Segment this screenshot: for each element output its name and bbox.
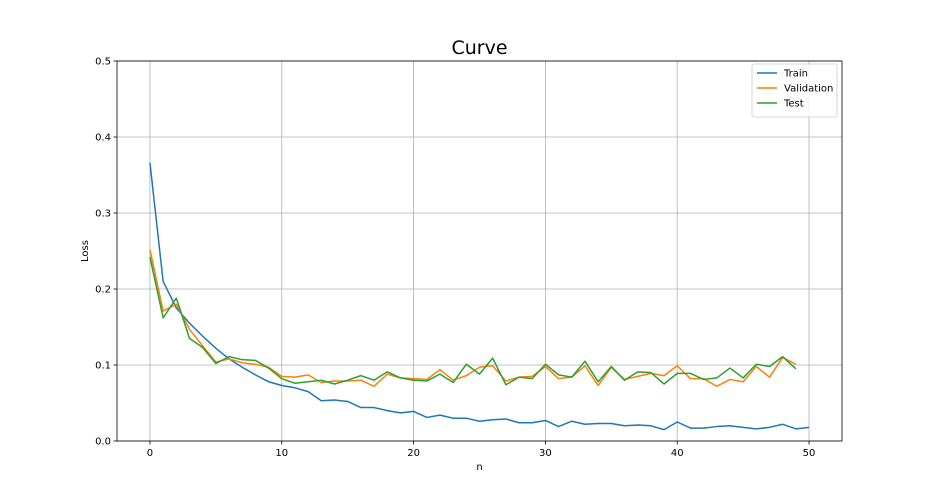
legend-label-validation: Validation: [784, 84, 833, 95]
y-tick-label: 0.3: [95, 209, 111, 220]
y-tick-label: 0.1: [95, 361, 111, 372]
chart-title: Curve: [451, 37, 507, 59]
x-tick-label: 40: [671, 448, 684, 459]
x-tick-label: 10: [275, 448, 288, 459]
y-axis-ticks: 0.0 0.1 0.2 0.3 0.4 0.5: [95, 57, 117, 448]
x-tick-label: 20: [407, 448, 420, 459]
y-tick-label: 0.2: [95, 285, 111, 296]
y-tick-label: 0.4: [95, 133, 111, 144]
legend-label-train: Train: [783, 69, 808, 80]
y-axis-label: Loss: [80, 240, 91, 262]
series-line-train: [149, 162, 810, 431]
legend: Train Validation Test: [751, 63, 838, 118]
x-tick-label: 0: [147, 448, 153, 459]
series-line-validation: [149, 249, 797, 388]
x-tick-label: 50: [803, 448, 816, 459]
y-tick-label: 0.0: [95, 437, 111, 448]
legend-label-test: Test: [783, 99, 804, 110]
y-tick-label: 0.5: [95, 57, 111, 68]
series-line-test: [149, 256, 797, 386]
series-lines: [149, 162, 810, 431]
x-axis-label: n: [476, 462, 482, 473]
plot-frame: [116, 60, 843, 442]
x-tick-label: 30: [539, 448, 552, 459]
x-axis-ticks: 0 10 20 30 40 50: [147, 441, 816, 459]
